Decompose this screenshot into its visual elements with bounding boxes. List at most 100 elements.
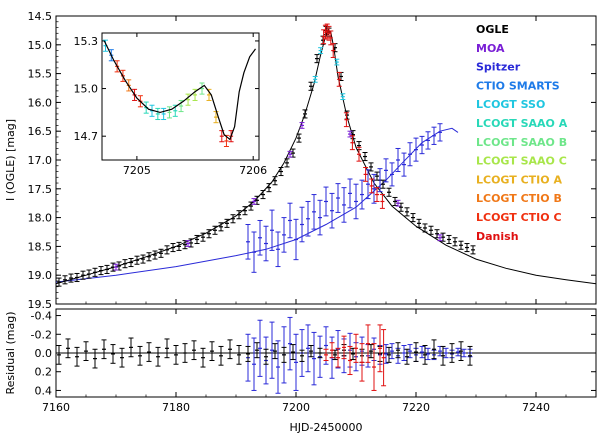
danish-point (343, 112, 349, 128)
ogle-point (260, 190, 266, 200)
ogle-point (62, 275, 68, 285)
spitzer-point (341, 187, 347, 223)
spitzer-residual (293, 333, 299, 391)
main-y-tick-label: 15.5 (28, 68, 53, 81)
res-x-axis-title: HJD-2450000 (290, 421, 363, 434)
spitzer-point (347, 178, 353, 209)
spitzer-residual (407, 344, 413, 359)
main-y-tick-label: 17.0 (28, 154, 53, 167)
moa-point (113, 263, 119, 271)
ogle-residual (404, 348, 410, 365)
main-y-tick-label: 15.0 (28, 39, 53, 52)
inset-point (185, 93, 191, 106)
ogle-residual (173, 345, 179, 365)
ogle-residual (227, 339, 233, 360)
legend-entry: LCOGT SAAO A (476, 117, 568, 130)
danish-residual (335, 347, 341, 368)
ogle-point (74, 272, 80, 283)
ogle-residual (290, 344, 296, 361)
legend-entry: LCOGT CTIO B (476, 192, 562, 205)
res-y-tick-label: 0.0 (35, 347, 53, 360)
ogle-point (218, 222, 224, 232)
spitzer-point (413, 137, 419, 162)
spitzer-point (269, 209, 275, 251)
lcogt-point (334, 58, 340, 66)
inset-y-tick-label: 15.3 (74, 35, 99, 48)
legend-entry: Spitzer (476, 61, 521, 74)
spitzer-point (389, 162, 395, 187)
danish-point (374, 187, 380, 202)
spitzer-point (305, 200, 311, 237)
spitzer-point (299, 206, 305, 243)
res-x-tick-label: 7180 (162, 401, 190, 414)
ogle-point (194, 234, 200, 245)
danish-residual (381, 329, 387, 387)
moa-point (287, 150, 293, 158)
ogle-residual (236, 345, 242, 365)
spitzer-point (287, 202, 293, 239)
ogle-point (374, 171, 380, 181)
ogle-residual (272, 343, 278, 360)
ogle-residual (191, 340, 197, 361)
ogle-point (86, 269, 92, 279)
spitzer-residual (461, 348, 467, 358)
legend: OGLE MOA Spitzer CTIO SMARTS LCOGT SSO LCOGT … (476, 23, 568, 243)
spitzer-point (293, 218, 299, 261)
moa-point (437, 234, 443, 242)
ogle-residual (101, 339, 107, 360)
ogle-point (392, 196, 398, 207)
spitzer-point (377, 168, 383, 193)
ogle-point (56, 277, 62, 287)
ogle-residual (164, 338, 170, 359)
ogle-point (140, 254, 146, 264)
danish-point (336, 71, 342, 87)
ogle-point (386, 187, 392, 197)
res-x-tick-label: 7160 (42, 401, 70, 414)
danish-residual (353, 333, 359, 363)
res-x-tick-label: 7200 (282, 401, 310, 414)
res-y-tick-label: 0.2 (35, 366, 53, 379)
legend-entry: LCOGT SAAO B (476, 136, 567, 149)
spitzer-point (311, 194, 317, 230)
ogle-point (272, 176, 278, 186)
ogle-point (110, 262, 116, 272)
ogle-point (248, 201, 254, 211)
danish-point (349, 135, 355, 151)
main-y-tick-label: 18.0 (28, 212, 53, 225)
ogle-residual (209, 341, 215, 361)
ogle-point (284, 158, 290, 168)
spitzer-residual (269, 321, 275, 379)
spitzer-residual (455, 347, 461, 357)
ogle-point (146, 252, 152, 262)
ogle-point (446, 234, 452, 245)
ogle-point (182, 240, 188, 250)
legend-entry: LCOGT CTIO C (476, 211, 562, 224)
inset-panel: 14.7 15.0 15.3 7205 7206 (74, 32, 267, 177)
inset-point (219, 130, 225, 143)
ogle-residual (395, 342, 401, 359)
main-y-tick-label: 17.5 (28, 183, 53, 196)
main-y-tick-label: 14.5 (28, 10, 53, 23)
ogle-residual (413, 342, 419, 362)
spitzer-point (281, 217, 287, 253)
ogle-residual (128, 337, 134, 358)
spitzer-residual (275, 340, 281, 394)
danish-residual (347, 345, 353, 376)
inset-point (161, 107, 167, 121)
moa-point (185, 240, 191, 247)
danish-residual (371, 343, 377, 391)
spitzer-point (263, 225, 269, 262)
res-x-tick-label: 7240 (522, 401, 550, 414)
inset-x-tick-label: 7206 (239, 164, 267, 177)
main-y-tick-label: 16.0 (28, 96, 53, 109)
ogle-residual (200, 347, 206, 368)
ogle-point (134, 255, 140, 265)
ogle-residual (137, 345, 143, 366)
legend-entry: LCOGT SAAO C (476, 155, 567, 168)
lcogt-point (318, 47, 324, 54)
spitzer-residual (311, 331, 317, 386)
ogle-point (242, 206, 248, 216)
ogle-point (152, 250, 158, 260)
res-x-tick-label: 7220 (402, 401, 430, 414)
